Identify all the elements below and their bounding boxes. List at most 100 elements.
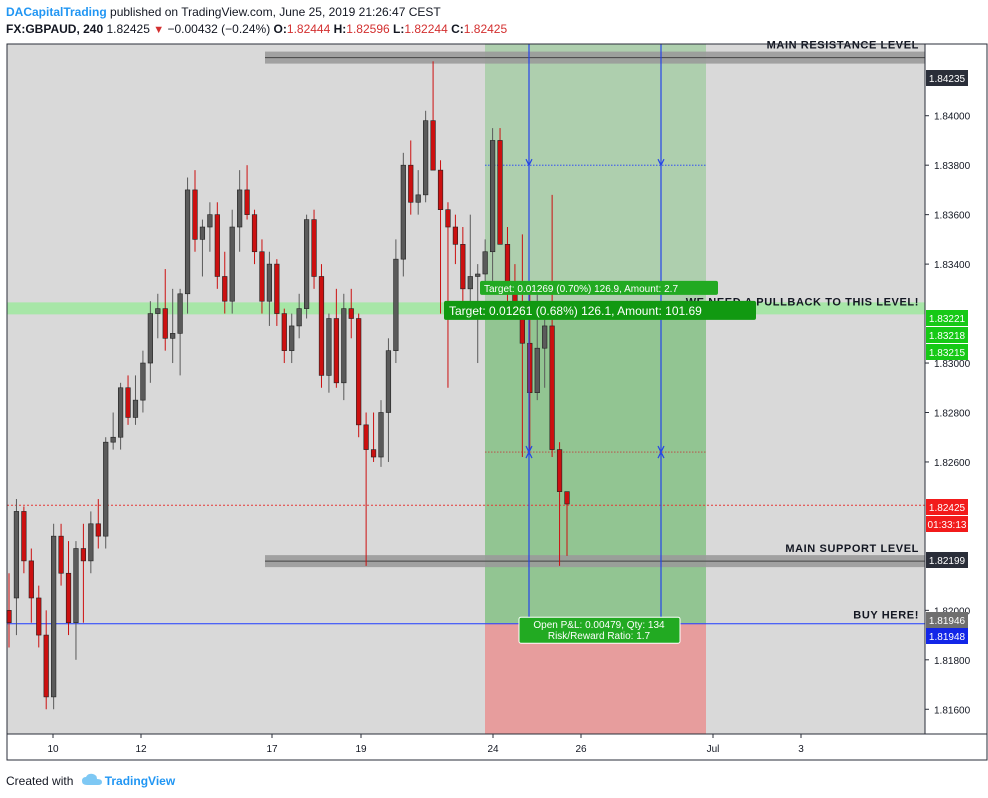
candle-body bbox=[452, 226, 459, 245]
candle[interactable] bbox=[452, 214, 459, 265]
candle[interactable] bbox=[370, 412, 377, 462]
candle[interactable] bbox=[132, 375, 139, 425]
candle[interactable] bbox=[281, 308, 287, 364]
price-label: 1.84235 bbox=[929, 74, 966, 85]
candle[interactable] bbox=[51, 523, 57, 710]
high-label: H: bbox=[333, 22, 347, 36]
candle[interactable] bbox=[192, 170, 198, 252]
price-label: 1.83215 bbox=[929, 348, 966, 359]
publish-line: DACapitalTrading published on TradingVie… bbox=[6, 4, 982, 21]
candle[interactable] bbox=[170, 288, 176, 364]
candle[interactable] bbox=[341, 293, 347, 401]
candle[interactable] bbox=[58, 523, 64, 586]
candle[interactable] bbox=[400, 152, 406, 277]
candle[interactable] bbox=[385, 338, 392, 462]
candle[interactable] bbox=[237, 170, 243, 252]
candle[interactable] bbox=[378, 400, 384, 467]
candle[interactable] bbox=[65, 541, 72, 636]
candle[interactable] bbox=[13, 499, 20, 636]
candle[interactable] bbox=[244, 165, 250, 220]
candle[interactable] bbox=[393, 239, 399, 364]
candle[interactable] bbox=[348, 288, 354, 339]
candle[interactable] bbox=[318, 264, 325, 388]
candle-body bbox=[43, 634, 49, 698]
candle-body bbox=[497, 140, 503, 245]
candle[interactable] bbox=[497, 128, 503, 245]
candle[interactable] bbox=[229, 209, 235, 314]
publisher-link[interactable]: DACapitalTrading bbox=[6, 5, 107, 19]
candle-body bbox=[192, 189, 198, 240]
candle[interactable] bbox=[207, 202, 213, 252]
zones-layer bbox=[485, 44, 706, 734]
candle[interactable] bbox=[266, 251, 273, 326]
open-profit-zone bbox=[485, 309, 706, 624]
candle-body bbox=[437, 169, 444, 210]
candle[interactable] bbox=[423, 110, 429, 203]
candle-body bbox=[28, 560, 34, 599]
candle-body bbox=[58, 535, 64, 574]
resistance-level-label: MAIN RESISTANCE LEVEL bbox=[767, 40, 919, 52]
candle[interactable] bbox=[430, 61, 436, 171]
price-tick-label: 1.83800 bbox=[934, 161, 971, 172]
candle[interactable] bbox=[467, 214, 473, 302]
candle-body bbox=[333, 318, 339, 384]
candle[interactable] bbox=[356, 313, 362, 438]
candle[interactable] bbox=[88, 511, 94, 574]
candle[interactable] bbox=[333, 288, 339, 388]
candle[interactable] bbox=[140, 350, 146, 413]
candle-body bbox=[140, 362, 146, 401]
candle[interactable] bbox=[489, 128, 496, 289]
candle[interactable] bbox=[408, 140, 414, 215]
candle[interactable] bbox=[326, 313, 332, 393]
arrow-head bbox=[657, 450, 665, 459]
candle[interactable] bbox=[43, 610, 49, 710]
target-label-2: Target: 0.01261 (0.68%) 126.1, Amount: 1… bbox=[449, 304, 702, 318]
price-label-box bbox=[926, 516, 968, 532]
candle[interactable] bbox=[103, 437, 109, 549]
candle-body bbox=[229, 226, 235, 302]
price-labels: 1.84235 1.83221 1.83218 1.83215 1.82425 01:33… bbox=[926, 70, 968, 644]
candle[interactable] bbox=[549, 194, 555, 458]
candle[interactable] bbox=[289, 313, 295, 364]
candle[interactable] bbox=[482, 239, 488, 289]
high-value: 1.82596 bbox=[346, 22, 390, 36]
candle-body bbox=[132, 399, 139, 418]
candle[interactable] bbox=[542, 313, 548, 388]
candle[interactable] bbox=[437, 160, 444, 314]
symbol-name[interactable]: FX:GBPAUD, 240 bbox=[6, 22, 104, 36]
candle[interactable] bbox=[28, 548, 34, 623]
candle[interactable] bbox=[21, 506, 27, 574]
candle[interactable] bbox=[556, 442, 563, 566]
candle[interactable] bbox=[274, 259, 280, 326]
candle[interactable] bbox=[36, 585, 42, 648]
candle[interactable] bbox=[296, 293, 302, 339]
candle-body bbox=[348, 308, 354, 319]
candle[interactable] bbox=[460, 227, 466, 302]
candle[interactable] bbox=[73, 541, 79, 660]
candle[interactable] bbox=[110, 412, 116, 450]
candle[interactable] bbox=[199, 219, 206, 277]
candle[interactable] bbox=[259, 239, 265, 314]
candle[interactable] bbox=[95, 499, 101, 549]
candle[interactable] bbox=[445, 202, 451, 388]
candle-body bbox=[237, 189, 243, 228]
candle[interactable] bbox=[80, 523, 87, 623]
candle[interactable] bbox=[564, 491, 570, 556]
candle[interactable] bbox=[214, 202, 220, 289]
tradingview-logo[interactable]: TradingView bbox=[104, 774, 176, 788]
candle[interactable] bbox=[184, 177, 191, 314]
candle[interactable] bbox=[177, 288, 183, 376]
candle[interactable] bbox=[162, 269, 168, 351]
open-value: 1.82444 bbox=[286, 22, 331, 36]
candle[interactable] bbox=[415, 170, 421, 215]
candle[interactable] bbox=[303, 214, 310, 319]
candle[interactable] bbox=[222, 251, 228, 314]
candle[interactable] bbox=[311, 209, 317, 289]
candle[interactable] bbox=[147, 301, 153, 383]
candle[interactable] bbox=[363, 412, 369, 566]
candle[interactable] bbox=[251, 209, 258, 265]
candle[interactable] bbox=[117, 382, 124, 450]
candle[interactable] bbox=[155, 293, 161, 339]
candle[interactable] bbox=[125, 375, 131, 425]
